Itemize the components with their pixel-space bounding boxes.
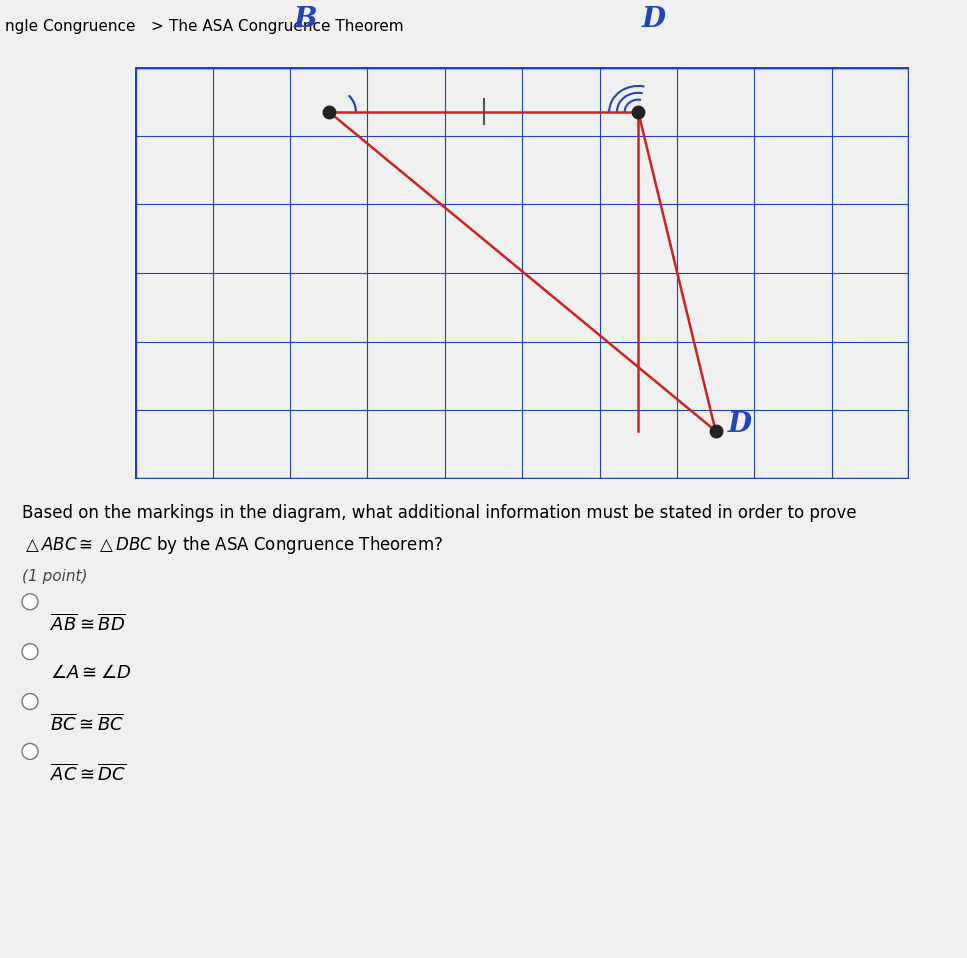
Circle shape [22,743,38,760]
Text: $\angle A \cong \angle D$: $\angle A \cong \angle D$ [50,664,132,681]
Circle shape [22,594,38,609]
Text: B: B [294,6,317,33]
Text: $\overline{AC} \cong \overline{DC}$: $\overline{AC} \cong \overline{DC}$ [50,764,127,785]
Text: D: D [727,411,751,438]
Text: $\overline{BC} \cong \overline{BC}$: $\overline{BC} \cong \overline{BC}$ [50,714,124,734]
Text: The ASA Congruence Theorem: The ASA Congruence Theorem [169,19,404,34]
Text: >: > [150,19,162,34]
Circle shape [22,694,38,710]
Text: $\overline{AB} \cong \overline{BD}$: $\overline{AB} \cong \overline{BD}$ [50,614,126,634]
Text: Based on the markings in the diagram, what additional information must be stated: Based on the markings in the diagram, wh… [22,504,857,522]
Text: (1 point): (1 point) [22,569,87,583]
Text: D: D [642,6,666,33]
Text: ngle Congruence: ngle Congruence [5,19,135,34]
Circle shape [22,644,38,660]
Text: $\triangle ABC \cong \triangle DBC$ by the ASA Congruence Theorem?: $\triangle ABC \cong \triangle DBC$ by t… [22,534,443,556]
